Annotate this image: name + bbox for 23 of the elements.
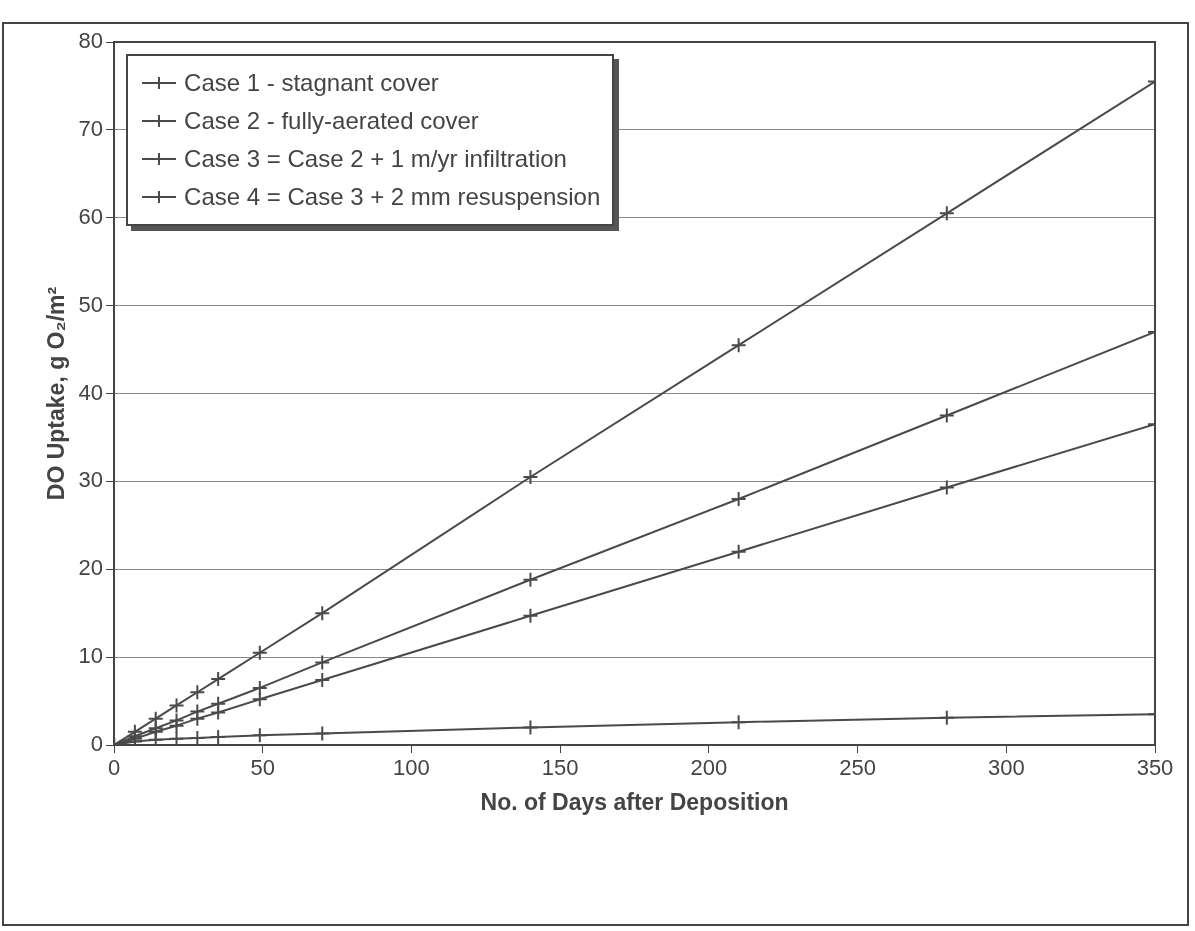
legend-label: Case 4 = Case 3 + 2 mm resuspension xyxy=(184,183,601,211)
x-tick-label: 100 xyxy=(393,755,430,781)
y-tick-label: 70 xyxy=(78,115,104,141)
x-tick-label: 250 xyxy=(839,755,876,781)
y-tick-label: 0 xyxy=(90,731,104,757)
y-tick-label: 40 xyxy=(78,379,104,405)
y-tick-label: 60 xyxy=(78,203,104,229)
y-tick-label: 30 xyxy=(78,467,104,493)
y-tick-label: 10 xyxy=(78,643,104,669)
x-tick-label: 350 xyxy=(1136,755,1174,781)
y-axis-title: DO Uptake, g O₂/m² xyxy=(43,286,70,501)
x-tick-label: 0 xyxy=(107,755,121,781)
x-tick-label: 200 xyxy=(690,755,728,781)
x-axis-title: No. of Days after Deposition xyxy=(480,788,789,815)
legend-label: Case 3 = Case 2 + 1 m/yr infiltration xyxy=(184,145,567,173)
x-tick-label: 50 xyxy=(250,755,276,781)
y-tick-label: 80 xyxy=(78,28,104,54)
legend-label: Case 2 - fully-aerated cover xyxy=(184,107,479,135)
y-tick-label: 20 xyxy=(78,555,104,581)
y-tick-label: 50 xyxy=(78,291,104,317)
x-tick-label: 150 xyxy=(541,755,579,781)
x-tick-label: 300 xyxy=(987,755,1025,781)
legend-label: Case 1 - stagnant cover xyxy=(184,69,439,97)
